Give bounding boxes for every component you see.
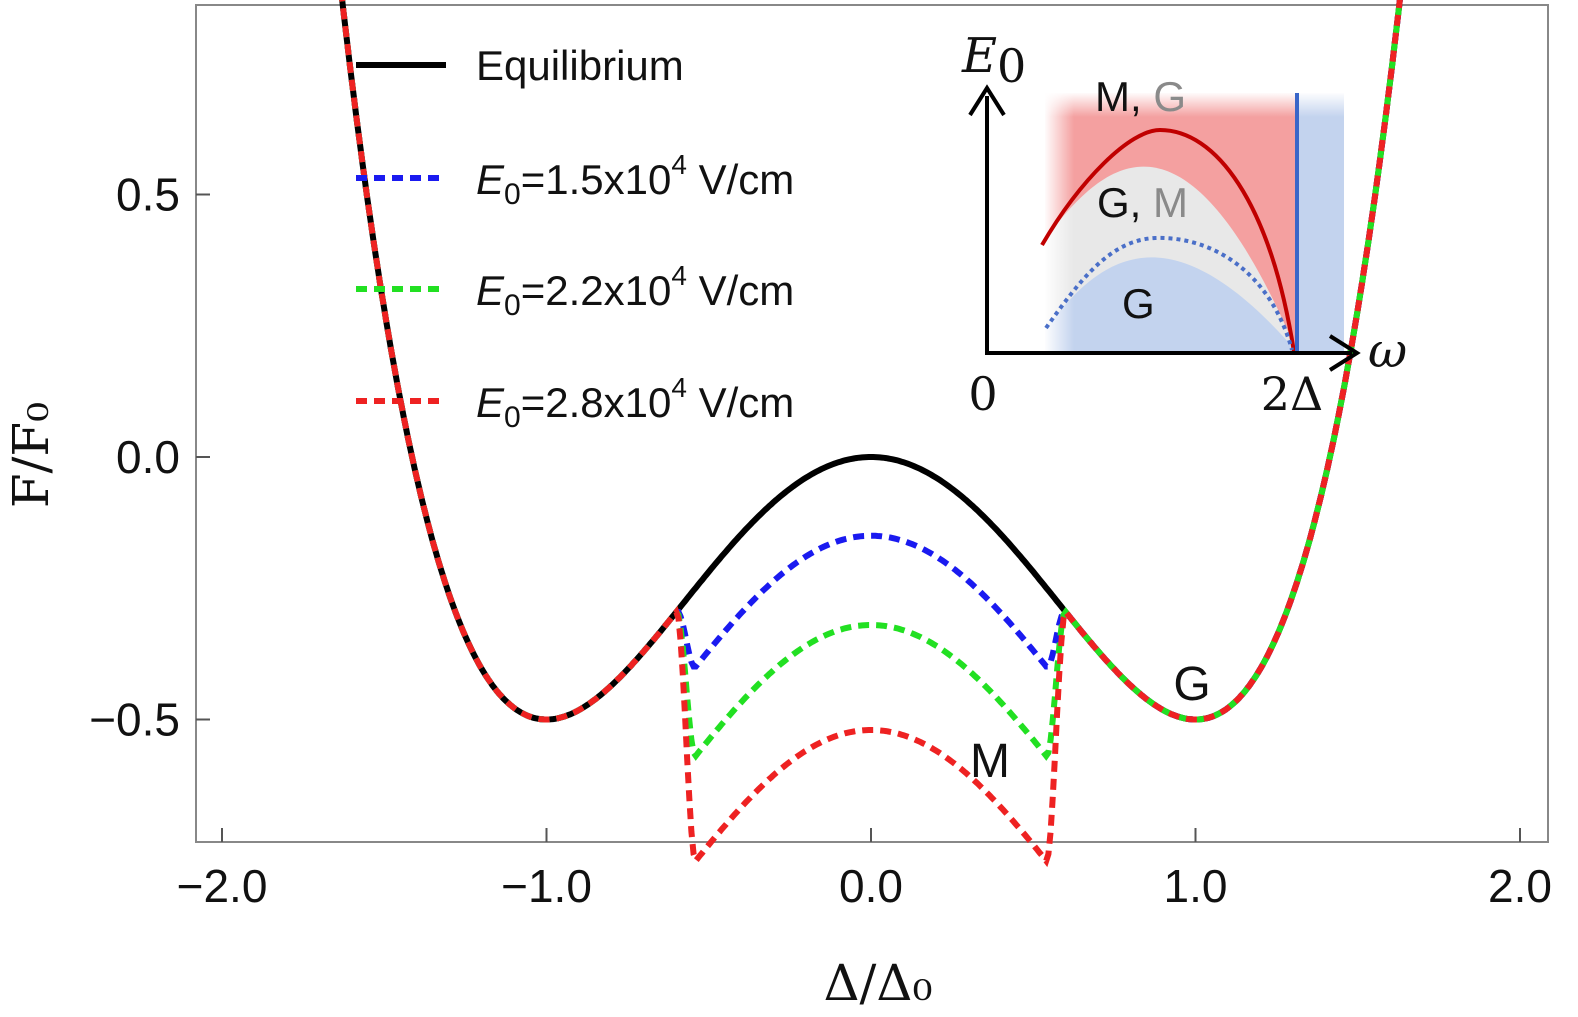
inset-x-axis-arrow xyxy=(1328,334,1361,372)
x-tick-label: −2.0 xyxy=(177,860,268,912)
legend-label-e1: E0=1.5x104 V/cm xyxy=(476,149,794,211)
legend: Equilibrium E0=1.5x104 V/cm E0=2.2x104 V… xyxy=(356,42,794,434)
inset-dotted-curve xyxy=(1044,235,1294,351)
x-tick-label: 0.0 xyxy=(839,860,903,912)
inset-solid-curve xyxy=(1040,127,1296,353)
y-tick-label: −0.5 xyxy=(89,694,180,746)
inset-blue-region xyxy=(1045,257,1297,352)
inset-x-axis-label: ω xyxy=(1368,323,1407,379)
inset-region-label-middle: G, M xyxy=(1097,179,1188,226)
inset-x-end-label: 2Δ xyxy=(1261,367,1324,421)
inset-left-fade xyxy=(1044,92,1074,354)
x-axis-ticks: −2.0 −1.0 0.0 1.0 2.0 xyxy=(177,828,1552,912)
inset-phase-diagram: E0 ω 0 2Δ M, G G, M G xyxy=(961,28,1407,421)
annotation-m: M xyxy=(970,735,1010,788)
inset-origin-label: 0 xyxy=(968,367,997,421)
inset-blue-band xyxy=(1297,93,1344,353)
x-tick-label: −1.0 xyxy=(501,860,592,912)
inset-region-label-top: M, G xyxy=(1095,73,1186,120)
x-axis-title: Δ/Δ₀ xyxy=(823,954,932,1012)
y-tick-label: 0.0 xyxy=(116,431,180,483)
inset-region-label-bottom: G xyxy=(1122,280,1155,327)
annotation-g: G xyxy=(1173,658,1210,711)
y-axis-title: F/F₀ xyxy=(2,402,60,508)
x-tick-label: 2.0 xyxy=(1488,860,1552,912)
legend-label-e3: E0=2.8x104 V/cm xyxy=(476,372,794,434)
y-axis-ticks: 0.5 0.0 −0.5 xyxy=(89,169,210,746)
legend-label-e2: E0=2.2x104 V/cm xyxy=(476,260,794,322)
inset-y-axis-arrow xyxy=(968,84,1006,117)
legend-label-equilibrium: Equilibrium xyxy=(476,42,684,89)
series-line-3 xyxy=(339,0,1403,868)
inset-top-fade xyxy=(1044,92,1346,117)
x-tick-label: 1.0 xyxy=(1164,860,1228,912)
y-tick-label: 0.5 xyxy=(116,169,180,221)
plot-frame xyxy=(195,4,1549,843)
inset-y-axis-label: E0 xyxy=(961,28,1026,93)
series-curves xyxy=(339,0,1403,868)
